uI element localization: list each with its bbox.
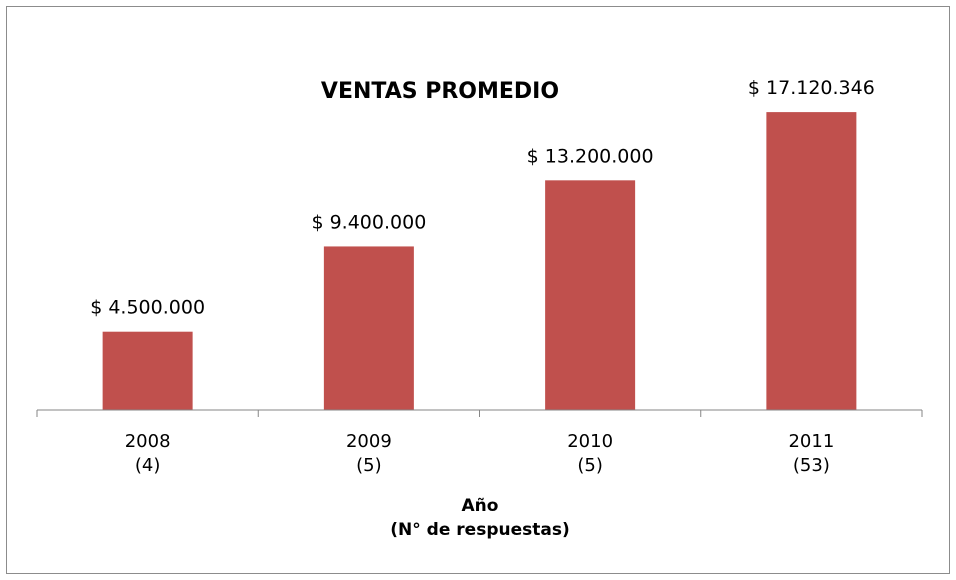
data-label: $ 13.200.000 — [527, 145, 654, 167]
x-tick-label: 2009 (5) — [345, 431, 392, 476]
data-label: $ 4.500.000 — [90, 297, 205, 319]
x-tick-label: 2008 (4) — [124, 431, 171, 476]
bar — [323, 246, 414, 410]
bar — [766, 112, 857, 410]
x-axis-title: Año (N° de respuestas) — [390, 496, 570, 540]
data-label: $ 17.120.346 — [748, 77, 875, 99]
x-tick-label: 2011 (53) — [788, 431, 835, 476]
data-label: $ 9.400.000 — [311, 211, 426, 233]
bar — [102, 331, 193, 410]
chart-title: VENTAS PROMEDIO — [321, 79, 559, 104]
x-tick-label: 2010 (5) — [567, 431, 614, 476]
bar — [545, 180, 636, 410]
